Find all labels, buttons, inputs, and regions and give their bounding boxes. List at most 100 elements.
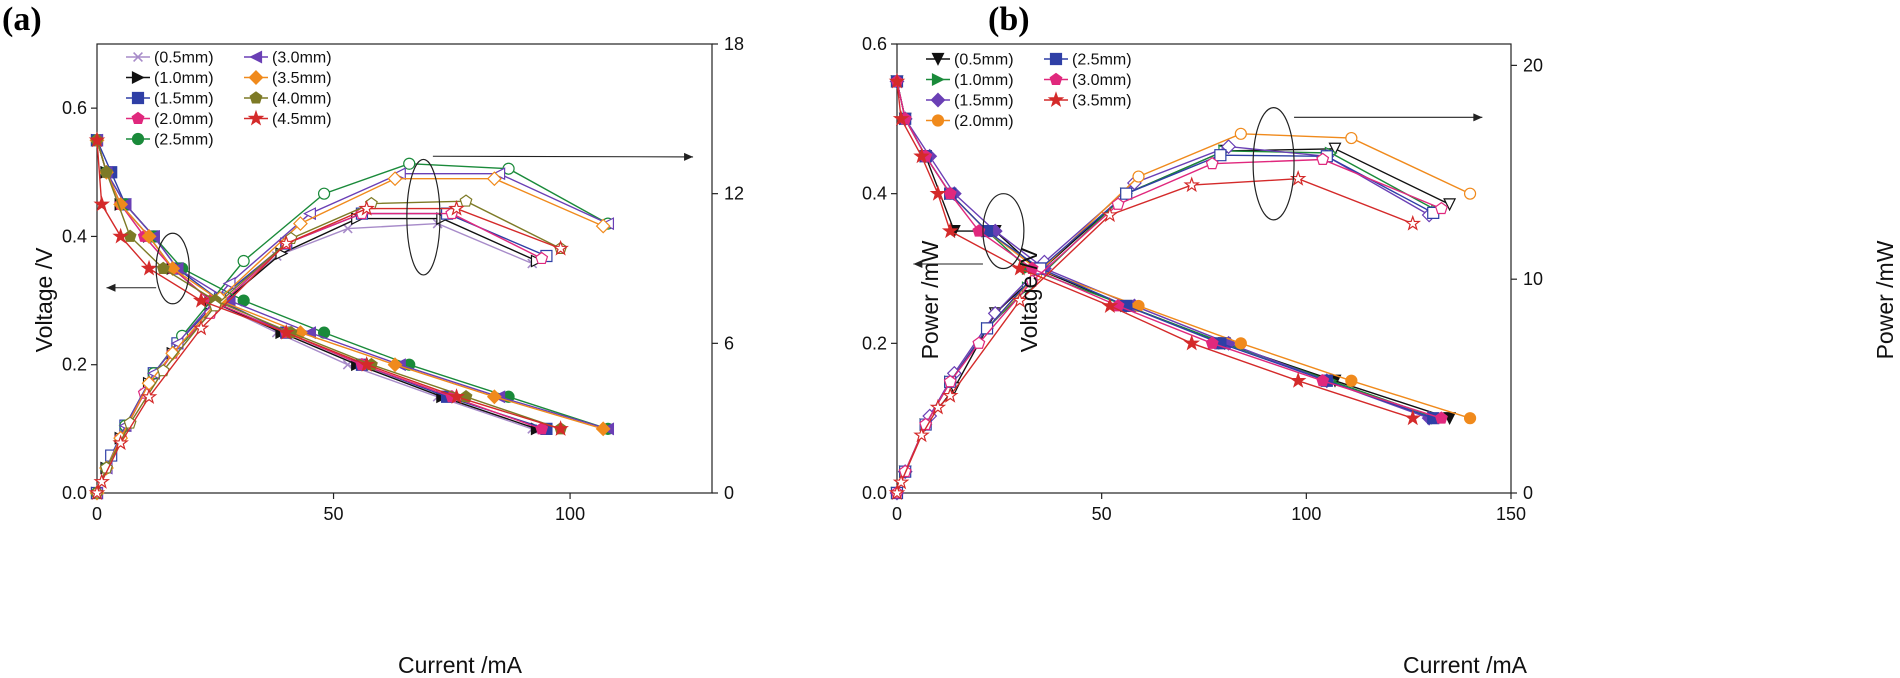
power-point [1183,176,1200,193]
panel-a-annotations [106,152,694,305]
power-point [1463,187,1477,200]
legend-swatch-marker [1049,52,1063,66]
panel-b-series-0.5mm [890,75,1457,500]
power-point [1132,170,1145,183]
panel-a-ytick-label: 0.0 [62,483,87,503]
annotation-ellipse [982,193,1025,270]
legend-swatch-marker [931,114,945,127]
voltage-point [595,421,611,437]
voltage-point [1404,409,1422,426]
legend-swatch-marker [931,73,945,86]
annotation-arrow-head [684,152,694,161]
panel-b-y2tick-label: 0 [1523,483,1533,503]
legend-swatch-marker [131,91,145,105]
voltage-point [140,259,158,276]
power-point [88,484,106,501]
legend-label: (1.5mm) [954,93,1014,110]
power-point [1205,156,1219,170]
voltage-point [448,388,465,404]
panel-a-ytick-label: 0.6 [62,98,87,118]
power-point [1234,127,1247,140]
power-point [317,187,331,200]
power-point [459,194,473,207]
legend-entry: (3.0mm) [1044,72,1132,89]
voltage-line [896,81,1414,419]
annotation-ellipse [406,158,441,276]
panel-a-label: (a) [2,1,42,38]
legend-label: (1.5mm) [154,91,214,108]
power-point [913,426,930,443]
power-point [929,398,947,415]
power-point [486,171,502,187]
panel-a-ytick-label: 0.2 [62,355,87,375]
voltage-line [96,140,604,430]
legend-swatch-marker [930,92,946,108]
panel-b-y2tick-label: 20 [1523,55,1543,75]
power-point [358,199,375,216]
voltage-point [100,165,113,178]
panel-b-xtick-label: 0 [892,504,902,524]
legend-swatch-marker [248,70,264,85]
panel-a-y2label: Power /mW [917,240,943,359]
legend-entry: (3.5mm) [1044,91,1132,110]
voltage-point [156,261,170,274]
voltage-point [1205,336,1219,349]
panel-b-ytick-label: 0.6 [862,34,887,54]
power-point [156,363,170,377]
power-point [535,251,549,265]
panel-b-xtick-label: 50 [1092,504,1112,524]
legend-swatch-marker [249,91,263,104]
legend-label: (3.5mm) [272,70,332,87]
power-point [1316,152,1330,165]
annotation-arrow-head [106,283,116,292]
panel-a-series-2.5mm [90,134,615,500]
panel-b-xtick-label: 100 [1291,504,1321,524]
annotation-ellipse [155,232,190,305]
voltage-point [1011,259,1029,276]
panel-b: (b) 0 50 100 150 0.0 0.2 0.4 0.6 0 10 20 (0.5mm) (1.… [862,1,1898,678]
voltage-point [358,356,375,372]
voltage-point [535,422,549,435]
panel-b-legend: (0.5mm) (1.0mm) (1.5mm) (2.0mm) (2.5mm) (3.0m… [926,52,1132,130]
power-point [1101,206,1119,223]
voltage-line [896,81,1442,419]
voltage-point [93,195,111,212]
legend-entry: (3.5mm) [244,70,332,87]
voltage-point [972,224,986,237]
panel-a-y2tick-label: 18 [724,34,744,54]
voltage-line [96,140,533,430]
legend-entry: (2.5mm) [126,132,214,149]
panel-b-frame [896,43,1512,494]
voltage-point [892,110,910,126]
power-point [898,464,912,478]
power-point [1111,197,1125,210]
panel-a-series-4.0mm [90,133,568,499]
power-point [403,157,416,170]
voltage-point [1463,412,1477,425]
legend-label: (2.5mm) [1072,52,1132,69]
legend-label: (3.0mm) [272,50,332,67]
panel-b-y2tick-label: 10 [1523,269,1543,289]
legend-entry: (3.0mm) [244,50,332,67]
annotation-ellipse [1252,107,1295,221]
voltage-point [1101,297,1119,313]
legend-entry: (2.0mm) [126,111,214,128]
voltage-point [486,389,502,405]
legend-label: (3.5mm) [1072,93,1132,110]
legend-label: (0.5mm) [154,50,214,67]
legend-swatch-marker [131,132,145,146]
voltage-point [913,147,930,164]
panel-b-annotations [913,107,1483,270]
panel-a-frame [96,43,713,494]
voltage-line [896,81,1434,419]
panel-a-legend: (0.5mm) (1.0mm) (1.5mm) (2.0mm) (2.5mm) (3.0m… [126,50,332,149]
power-point [387,171,403,187]
voltage-point [277,323,295,340]
power-point [112,434,129,451]
power-point [448,199,465,216]
legend-entry: (1.0mm) [926,72,1014,89]
power-point [892,473,910,490]
legend-entry: (1.5mm) [926,93,1014,110]
legend-swatch-marker [133,52,143,62]
power-point [93,473,111,489]
